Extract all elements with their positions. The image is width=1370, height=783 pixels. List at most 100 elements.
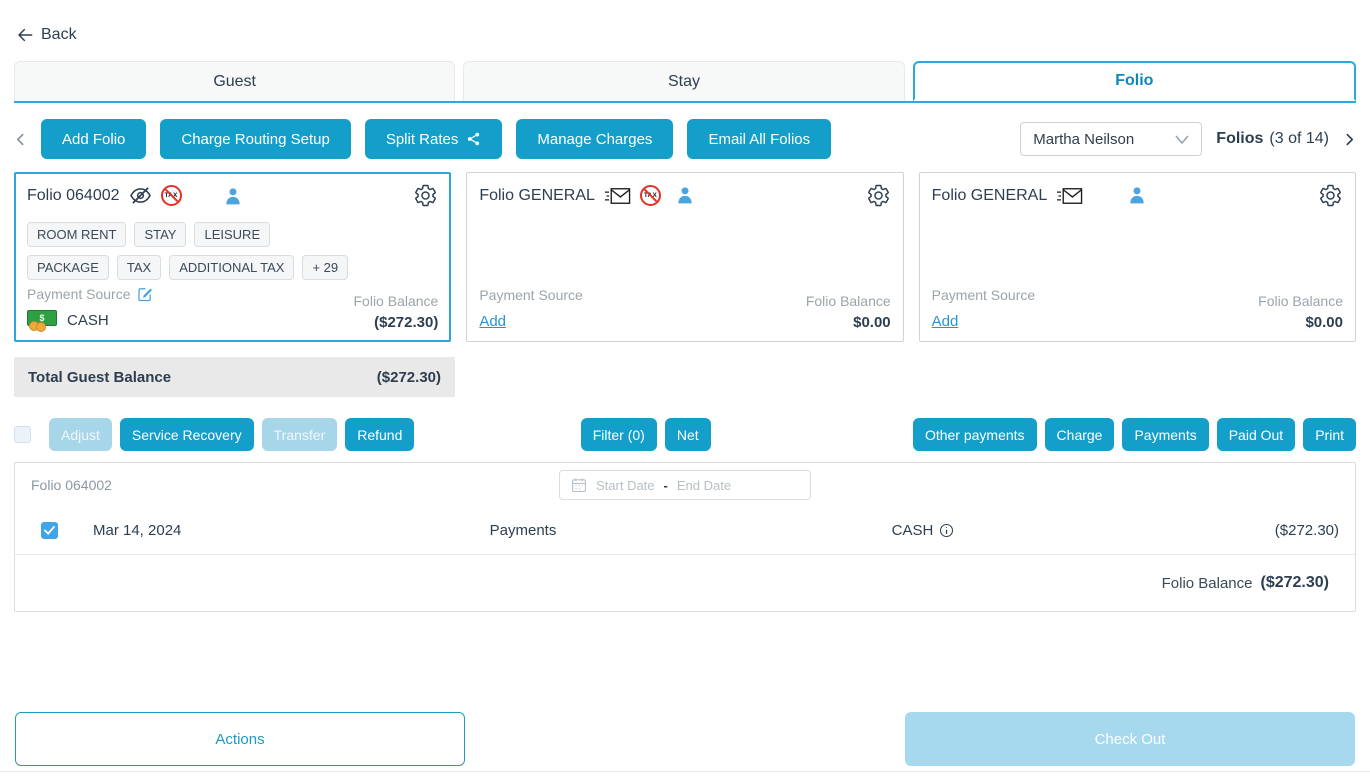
payment-method-value: CASH bbox=[67, 312, 109, 329]
date-range-input[interactable]: Start Date - End Date bbox=[559, 470, 811, 500]
folios-prev-button[interactable] bbox=[14, 129, 27, 150]
adjust-button[interactable]: Adjust bbox=[49, 418, 112, 451]
check-icon bbox=[44, 526, 55, 535]
tab-folio-label: Folio bbox=[1115, 72, 1154, 89]
tab-folio[interactable]: Folio bbox=[912, 61, 1356, 101]
back-button[interactable]: Back bbox=[16, 26, 77, 44]
table-footer: Folio Balance ($272.30) bbox=[15, 555, 1355, 611]
folio-balance-label: Folio Balance bbox=[353, 293, 439, 309]
transaction-amount: ($272.30) bbox=[1274, 522, 1339, 539]
back-label: Back bbox=[41, 26, 77, 43]
filter-button[interactable]: Filter (0) bbox=[580, 418, 657, 451]
arrow-left-icon bbox=[16, 27, 34, 43]
guest-person-icon[interactable] bbox=[675, 185, 695, 205]
tag-more[interactable]: + 29 bbox=[302, 255, 349, 280]
tab-guest[interactable]: Guest bbox=[14, 61, 456, 101]
table-folio-balance-amount: ($272.30) bbox=[1260, 574, 1330, 591]
chevron-left-icon bbox=[16, 133, 24, 145]
folio-card-general-1[interactable]: Folio GENERAL TAX Payment Source Add bbox=[466, 172, 904, 342]
date-separator: - bbox=[663, 477, 668, 493]
add-payment-source-link[interactable]: Add bbox=[931, 313, 959, 330]
end-date-input[interactable]: End Date bbox=[676, 477, 732, 493]
tag: LEISURE bbox=[194, 222, 271, 247]
total-guest-balance-amount: ($272.30) bbox=[376, 368, 441, 386]
tag: ROOM RENT bbox=[27, 222, 127, 247]
transaction-type: Payments bbox=[489, 522, 557, 539]
payments-button[interactable]: Payments bbox=[1122, 418, 1209, 451]
cash-icon: $ bbox=[27, 310, 57, 332]
tag: ADDITIONAL TAX bbox=[169, 255, 295, 280]
email-all-folios-button[interactable]: Email All Folios bbox=[687, 119, 832, 159]
tab-guest-label: Guest bbox=[213, 72, 256, 90]
guest-selector-value: Martha Neilson bbox=[1033, 130, 1135, 148]
tax-word: TAX bbox=[643, 192, 657, 199]
guest-person-icon[interactable] bbox=[1127, 185, 1147, 205]
payment-source-label: Payment Source bbox=[27, 286, 131, 302]
tab-stay-label: Stay bbox=[667, 72, 700, 90]
transaction-checkbox[interactable] bbox=[41, 522, 58, 539]
transfer-button[interactable]: Transfer bbox=[261, 418, 338, 451]
folio-balance-amount: $0.00 bbox=[853, 314, 891, 331]
charge-button[interactable]: Charge bbox=[1044, 418, 1115, 451]
add-payment-source-link[interactable]: Add bbox=[479, 313, 507, 330]
info-icon[interactable] bbox=[939, 523, 954, 538]
transaction-date: Mar 14, 2024 bbox=[93, 522, 182, 539]
transactions-table: Folio 064002 Start Date - End Date Mar 1… bbox=[14, 462, 1356, 612]
charge-tags: ROOM RENT STAY LEISURE PACKAGE TAX ADDIT… bbox=[27, 222, 357, 280]
tab-stay[interactable]: Stay bbox=[463, 61, 905, 101]
folio-card-064002[interactable]: Folio 064002 TAX ROOM RENT STAY LEISURE … bbox=[14, 172, 452, 342]
guest-person-icon[interactable] bbox=[223, 186, 243, 206]
edit-payment-source-icon[interactable] bbox=[137, 286, 153, 302]
add-folio-button[interactable]: Add Folio bbox=[41, 119, 147, 159]
folio-settings-gear-icon[interactable] bbox=[866, 183, 891, 208]
check-out-button[interactable]: Check Out bbox=[905, 712, 1355, 766]
paid-out-button[interactable]: Paid Out bbox=[1216, 418, 1296, 451]
calendar-icon bbox=[571, 477, 587, 493]
refund-button[interactable]: Refund bbox=[345, 418, 415, 451]
no-tax-icon: TAX bbox=[639, 185, 661, 206]
transaction-row[interactable]: Mar 14, 2024 Payments CASH ($272.30) bbox=[15, 507, 1355, 555]
manage-charges-button[interactable]: Manage Charges bbox=[516, 119, 674, 159]
split-rates-label: Split Rates bbox=[385, 130, 459, 148]
bottom-bar: Actions Check Out bbox=[0, 712, 1370, 766]
folios-next-button[interactable] bbox=[1343, 129, 1356, 150]
folio-balance-label: Folio Balance bbox=[805, 293, 891, 309]
select-all-checkbox[interactable] bbox=[14, 426, 31, 443]
guest-selector-dropdown[interactable]: Martha Neilson bbox=[1020, 122, 1203, 156]
total-guest-balance-bar: Total Guest Balance ($272.30) bbox=[14, 357, 455, 397]
start-date-input[interactable]: Start Date bbox=[596, 477, 655, 493]
charge-routing-setup-button[interactable]: Charge Routing Setup bbox=[160, 119, 351, 159]
send-email-icon bbox=[1056, 187, 1083, 205]
operations-row: Adjust Service Recovery Transfer Refund … bbox=[14, 418, 1356, 451]
transaction-method: CASH bbox=[723, 522, 1123, 539]
payment-source-label: Payment Source bbox=[479, 287, 583, 303]
folio-card-title: Folio GENERAL bbox=[479, 186, 595, 204]
other-payments-button[interactable]: Other payments bbox=[912, 418, 1037, 451]
tag: STAY bbox=[134, 222, 187, 247]
chevron-right-icon bbox=[1346, 133, 1354, 145]
folio-balance-label: Folio Balance bbox=[1258, 293, 1343, 309]
table-folio-balance-label: Folio Balance bbox=[1161, 574, 1253, 592]
folio-settings-gear-icon[interactable] bbox=[413, 183, 438, 208]
folios-count: (3 of 14) bbox=[1269, 130, 1329, 147]
print-button[interactable]: Print bbox=[1303, 418, 1356, 451]
tax-word: TAX bbox=[164, 192, 178, 199]
total-guest-balance-label: Total Guest Balance bbox=[28, 368, 172, 386]
no-tax-icon: TAX bbox=[160, 185, 182, 206]
split-rates-button[interactable]: Split Rates bbox=[364, 119, 503, 159]
folio-balance-amount: $0.00 bbox=[1305, 314, 1343, 331]
net-button[interactable]: Net bbox=[664, 418, 711, 451]
folios-pager: Folios (3 of 14) bbox=[1216, 130, 1329, 148]
share-icon bbox=[466, 131, 481, 147]
folio-settings-gear-icon[interactable] bbox=[1318, 183, 1343, 208]
send-email-icon bbox=[604, 187, 631, 205]
tag: TAX bbox=[116, 255, 162, 280]
service-recovery-button[interactable]: Service Recovery bbox=[119, 418, 254, 451]
tag: PACKAGE bbox=[27, 255, 109, 280]
transaction-method-value: CASH bbox=[891, 522, 934, 539]
folio-card-general-2[interactable]: Folio GENERAL Payment Source Add Folio B… bbox=[918, 172, 1356, 342]
chevron-down-icon bbox=[1175, 134, 1189, 144]
actions-button[interactable]: Actions bbox=[15, 712, 465, 766]
page-bottom-divider bbox=[0, 771, 1370, 772]
